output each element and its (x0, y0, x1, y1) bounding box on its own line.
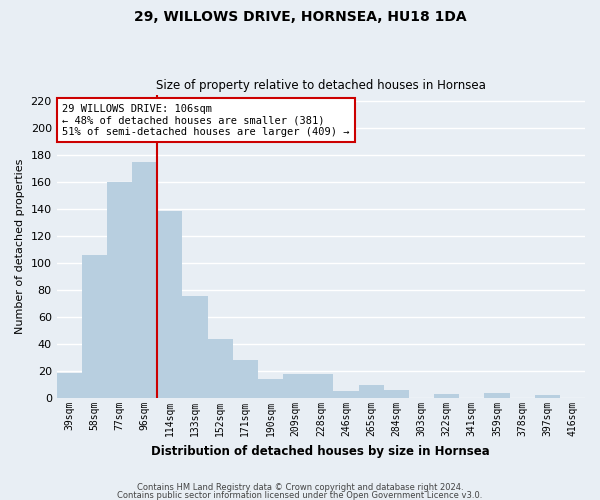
Bar (434, 394, 459, 398)
Bar (56, 372, 82, 398)
Title: Size of property relative to detached houses in Hornsea: Size of property relative to detached ho… (156, 79, 486, 92)
Bar (283, 374, 308, 398)
Bar (182, 296, 208, 398)
Bar (334, 392, 359, 398)
Bar (132, 162, 157, 398)
Bar (208, 339, 233, 398)
Text: Contains HM Land Registry data © Crown copyright and database right 2024.: Contains HM Land Registry data © Crown c… (137, 484, 463, 492)
Bar (484, 392, 509, 398)
Y-axis label: Number of detached properties: Number of detached properties (15, 158, 25, 334)
Bar (384, 390, 409, 398)
Bar (535, 396, 560, 398)
X-axis label: Distribution of detached houses by size in Hornsea: Distribution of detached houses by size … (151, 444, 490, 458)
Bar (107, 182, 132, 398)
Text: Contains public sector information licensed under the Open Government Licence v3: Contains public sector information licen… (118, 490, 482, 500)
Text: 29, WILLOWS DRIVE, HORNSEA, HU18 1DA: 29, WILLOWS DRIVE, HORNSEA, HU18 1DA (134, 10, 466, 24)
Bar (258, 379, 283, 398)
Bar (359, 384, 384, 398)
Bar (233, 360, 258, 398)
Bar (308, 374, 334, 398)
Bar (82, 255, 107, 398)
Text: 29 WILLOWS DRIVE: 106sqm
← 48% of detached houses are smaller (381)
51% of semi-: 29 WILLOWS DRIVE: 106sqm ← 48% of detach… (62, 104, 349, 137)
Bar (157, 210, 182, 398)
